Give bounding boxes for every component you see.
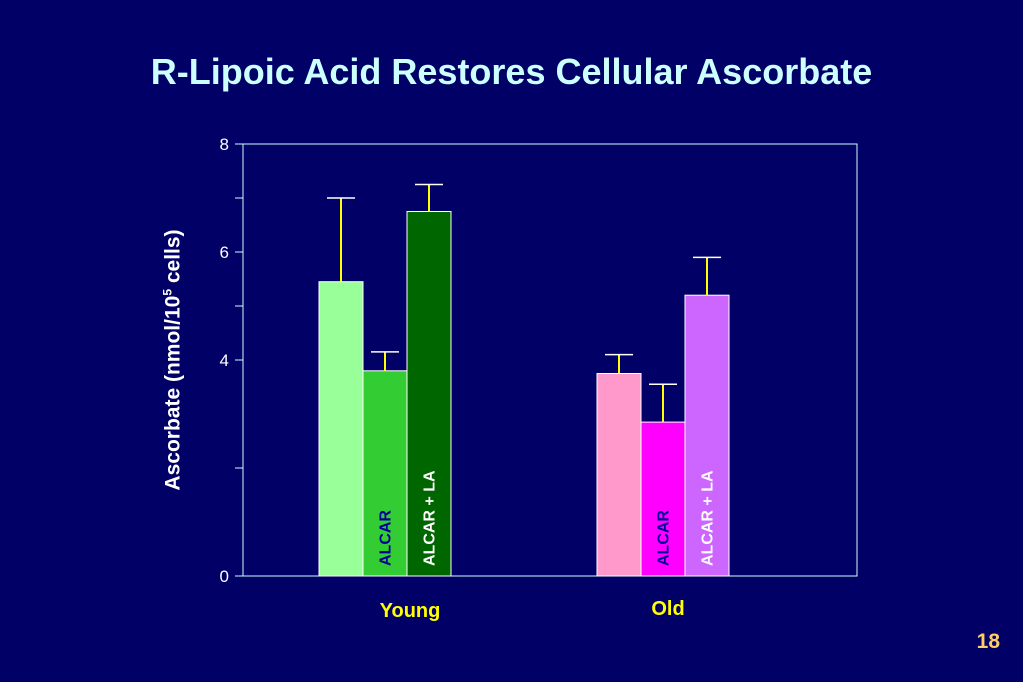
y-tick-label: 0 xyxy=(220,567,229,586)
bar-old-2 xyxy=(684,294,730,577)
y-tick-label: 6 xyxy=(220,243,229,262)
bar-label: ALCAR + LA xyxy=(700,470,717,566)
bar-label: ALCAR xyxy=(378,510,395,566)
x-category-label: Young xyxy=(380,600,441,622)
bar-young-1 xyxy=(362,370,408,577)
bar-old-0 xyxy=(596,373,642,577)
bar-young-2 xyxy=(406,211,452,577)
bar-young-0 xyxy=(318,281,364,577)
y-tick-label: 4 xyxy=(220,351,229,370)
y-tick-label: 8 xyxy=(220,135,229,154)
slide-title: R-Lipoic Acid Restores Cellular Ascorbat… xyxy=(150,51,873,92)
x-category-label: Old xyxy=(651,598,684,620)
slide-number: 18 xyxy=(976,630,1000,653)
bar-label: ALCAR xyxy=(656,510,673,566)
bar-old-1 xyxy=(640,421,686,577)
bar-label: ALCAR + LA xyxy=(422,470,439,566)
